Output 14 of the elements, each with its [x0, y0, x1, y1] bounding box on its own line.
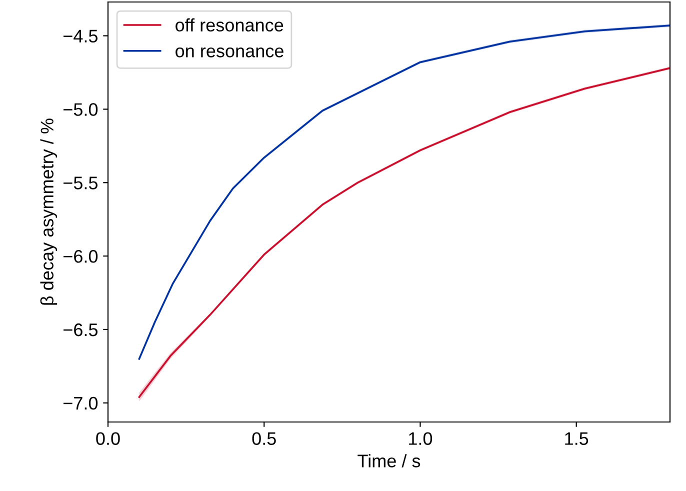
legend-label: off resonance	[176, 18, 284, 32]
x-axis-title: Time / s	[358, 454, 420, 468]
y-tick-label: −7.0	[64, 396, 98, 410]
y-tick-label: −5.5	[64, 176, 98, 190]
y-axis-title: β decay asymmetry / %	[40, 118, 58, 305]
y-tick-label: −5.0	[64, 103, 98, 116]
x-tick-label: 1.5	[565, 432, 588, 445]
x-tick-label: 0.5	[252, 432, 276, 445]
y-tick-label: −4.5	[64, 30, 98, 42]
y-tick-label: −6.5	[64, 323, 98, 336]
legend-label: on resonance	[176, 47, 284, 58]
x-tick-label: 1.0	[409, 432, 432, 445]
y-tick-label: −6.0	[64, 250, 98, 263]
x-tick-label: 0.0	[96, 432, 120, 445]
